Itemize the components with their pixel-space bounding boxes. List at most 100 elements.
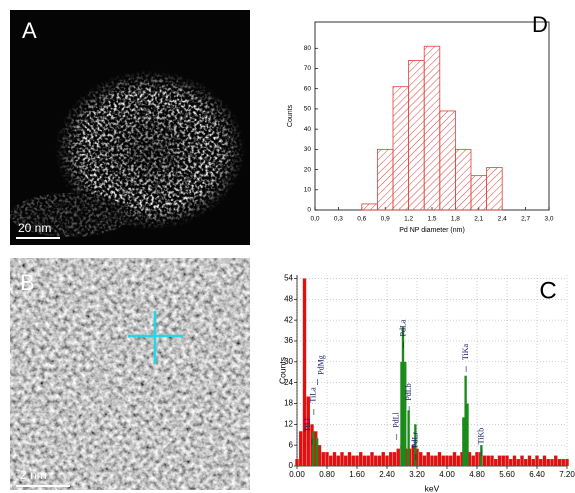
x-tick-label: 7.20	[559, 470, 575, 479]
spectrum-bar	[312, 431, 314, 466]
spectrum-bar	[528, 456, 531, 466]
y-tick-label: 42	[284, 315, 293, 324]
spectrum-bar	[407, 410, 409, 466]
spectrum-bar	[520, 456, 523, 466]
panel-label: D	[532, 12, 548, 37]
spectrum-bar	[363, 456, 366, 466]
x-tick-label: 6.40	[529, 470, 545, 479]
spectrum-bar	[333, 452, 336, 466]
spectrum-bar	[466, 403, 468, 466]
scale-bar-label: 2 nm	[20, 468, 47, 482]
panel-label: A	[22, 18, 37, 43]
spectrum-bar	[374, 456, 377, 466]
y-tick-label: 18	[284, 399, 293, 408]
histogram-bar	[487, 168, 503, 210]
spectrum-bar	[554, 456, 557, 466]
spectrum-bar	[348, 452, 351, 466]
spectrum-bar	[378, 456, 381, 466]
spectrum-bar	[404, 362, 406, 466]
y-tick-label: 70	[304, 65, 312, 72]
spectrum-bar	[318, 445, 321, 466]
spectrum-bar	[427, 452, 430, 466]
spectrum-bar	[322, 452, 325, 466]
spectrum-bar	[565, 459, 568, 466]
x-tick-label: 2,7	[521, 216, 530, 223]
y-tick-label: 20	[304, 166, 312, 173]
spectrum-bar	[543, 456, 546, 466]
spectrum-bar	[558, 459, 561, 466]
y-tick-label: 48	[284, 294, 293, 303]
spectrum-bar	[393, 452, 396, 466]
x-tick-label: 3,0	[544, 216, 553, 223]
spectrum-bar	[359, 452, 362, 466]
spectrum-bar	[382, 452, 385, 466]
x-tick-label: 0,0	[310, 216, 319, 223]
spectrum-bar	[434, 456, 437, 466]
figure: A 20 nm B 2 nm D010203040506070800,00,30…	[0, 0, 575, 493]
spectrum-bar	[513, 456, 516, 466]
spectrum-bar	[462, 417, 464, 466]
spectrum-bar	[494, 459, 497, 466]
spectrum-bar	[299, 431, 302, 466]
spectrum-bar	[385, 456, 388, 466]
page: A 20 nm B 2 nm D010203040506070800,00,30…	[0, 0, 575, 493]
peak-label: PdLl	[392, 411, 401, 427]
spectrum-bar	[535, 456, 538, 466]
peak-label: PdLa	[398, 319, 407, 336]
spectrum-bar	[547, 459, 550, 466]
histogram-bar	[409, 60, 425, 210]
histogram-bar	[362, 204, 378, 210]
spectrum-bar	[490, 456, 493, 466]
y-tick-label: 10	[304, 187, 312, 194]
x-tick-label: 1,5	[427, 216, 436, 223]
y-tick-label: 0	[307, 207, 311, 214]
peak-label: TiLl	[303, 417, 312, 432]
y-axis-label: Counts	[287, 104, 294, 127]
spectrum-bar	[438, 452, 441, 466]
spectrum-bar	[325, 452, 328, 466]
x-tick-label: 4.00	[439, 470, 455, 479]
spectrum-bar	[517, 459, 520, 466]
x-tick-label: 0.80	[319, 470, 335, 479]
histogram-bar	[471, 176, 487, 210]
peak-label: TiLa	[309, 387, 318, 403]
spectrum-bar	[370, 452, 373, 466]
y-axis-label: Counts	[277, 357, 287, 384]
x-tick-label: 1.60	[349, 470, 365, 479]
image-a	[10, 10, 250, 245]
y-tick-label: 12	[284, 419, 293, 428]
spectrum-bar	[445, 456, 448, 466]
spectrum-bar	[423, 456, 426, 466]
y-tick-label: 6	[289, 440, 294, 449]
x-tick-label: 0.00	[289, 470, 305, 479]
spectrum-bar	[389, 452, 392, 466]
y-tick-label: 60	[304, 85, 312, 92]
spectrum-bar	[453, 452, 456, 466]
peak-label: TiKa	[461, 343, 470, 360]
spectrum-bar	[475, 452, 478, 466]
spectrum-bar	[295, 459, 298, 466]
histogram-bar	[440, 111, 456, 210]
x-tick-label: 2,1	[474, 216, 483, 223]
x-axis-label: Pd NP diameter (nm)	[399, 227, 465, 234]
spectrum-bar	[430, 456, 433, 466]
peak-label: PdLr	[411, 432, 420, 448]
spectrum-bar	[352, 456, 355, 466]
spectrum-bar	[329, 456, 332, 466]
spectrum-bar	[472, 456, 475, 466]
histogram-bar	[455, 149, 471, 210]
x-tick-label: 5.60	[499, 470, 515, 479]
histogram-bar	[424, 46, 440, 210]
spectrum-bar	[505, 456, 508, 466]
spectrum-bar	[367, 456, 370, 466]
spectrum-bar	[509, 459, 512, 466]
spectrum-bar	[480, 445, 482, 466]
panel-label: C	[539, 277, 556, 304]
spectrum-bar	[442, 456, 445, 466]
image-b	[10, 258, 250, 490]
spectrum-bar	[449, 456, 452, 466]
spectrum-bar	[498, 456, 501, 466]
spectrum-bar	[397, 449, 400, 466]
spectrum-bar	[303, 278, 306, 466]
x-tick-label: 1,2	[404, 216, 413, 223]
